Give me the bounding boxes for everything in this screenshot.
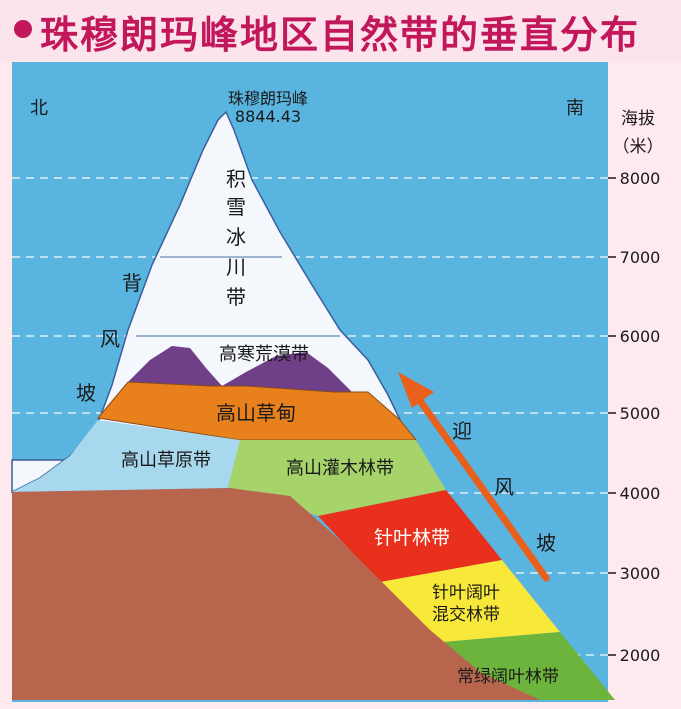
alpine-shrub-label: 高山灌木林带 bbox=[286, 458, 394, 479]
south-label: 南 bbox=[566, 98, 584, 119]
windward-slope-char: 坡 bbox=[536, 531, 556, 555]
north-label: 北 bbox=[30, 98, 48, 119]
evergreen-label: 常绿阔叶林带 bbox=[457, 667, 559, 687]
alpine-grassland-label: 高山草原带 bbox=[121, 450, 211, 471]
leeward-slope-char: 坡 bbox=[76, 381, 96, 405]
snow-zone-char: 带 bbox=[226, 285, 246, 309]
alpine-grassland-zone bbox=[12, 420, 240, 492]
mixed-forest-zone bbox=[380, 560, 560, 644]
snow-zone-char: 冰 bbox=[226, 225, 246, 249]
altitude-tick-label: 6000 bbox=[620, 327, 661, 346]
altitude-axis-label: 海拔 bbox=[621, 109, 655, 129]
snow-zone-char: 雪 bbox=[226, 195, 246, 219]
coniferous-zone bbox=[318, 490, 502, 582]
snow-zone-char: 积 bbox=[226, 167, 246, 191]
alpine-desert-label: 高寒荒漠带 bbox=[219, 344, 309, 365]
mixed-forest-label-line2: 混交林带 bbox=[432, 605, 500, 625]
page-title: 珠穆朗玛峰地区自然带的垂直分布 bbox=[40, 13, 641, 57]
altitude-ticks bbox=[608, 177, 616, 656]
altitude-tick-label: 4000 bbox=[620, 484, 661, 503]
windward-slope-char: 迎 bbox=[452, 419, 472, 443]
altitude-tick-label: 8000 bbox=[620, 169, 661, 188]
windward-arrow bbox=[398, 372, 550, 582]
mixed-forest-label-line1: 针叶阔叶 bbox=[432, 583, 500, 603]
altitude-tick-label: 5000 bbox=[620, 404, 661, 423]
leeward-slope-char: 风 bbox=[100, 327, 120, 351]
leeward-slope-char: 背 bbox=[122, 271, 142, 295]
ground-cross-section bbox=[12, 488, 540, 700]
alpine-meadow-label: 高山草甸 bbox=[216, 401, 296, 425]
coniferous-label: 针叶林带 bbox=[374, 527, 450, 549]
peak-height: 8844.43 bbox=[235, 107, 301, 126]
altitude-tick-label: 7000 bbox=[620, 248, 661, 267]
altitude-tick-label: 3000 bbox=[620, 564, 661, 583]
title-bar: 珠穆朗玛峰地区自然带的垂直分布 bbox=[0, 0, 681, 62]
snow-zone-char: 川 bbox=[226, 255, 246, 279]
windward-slope-char: 风 bbox=[494, 475, 514, 499]
peak-name: 珠穆朗玛峰 bbox=[228, 89, 308, 108]
title-bullet-icon bbox=[14, 20, 32, 38]
altitude-axis-unit: （米） bbox=[613, 137, 664, 157]
altitude-tick-label: 2000 bbox=[620, 646, 661, 665]
